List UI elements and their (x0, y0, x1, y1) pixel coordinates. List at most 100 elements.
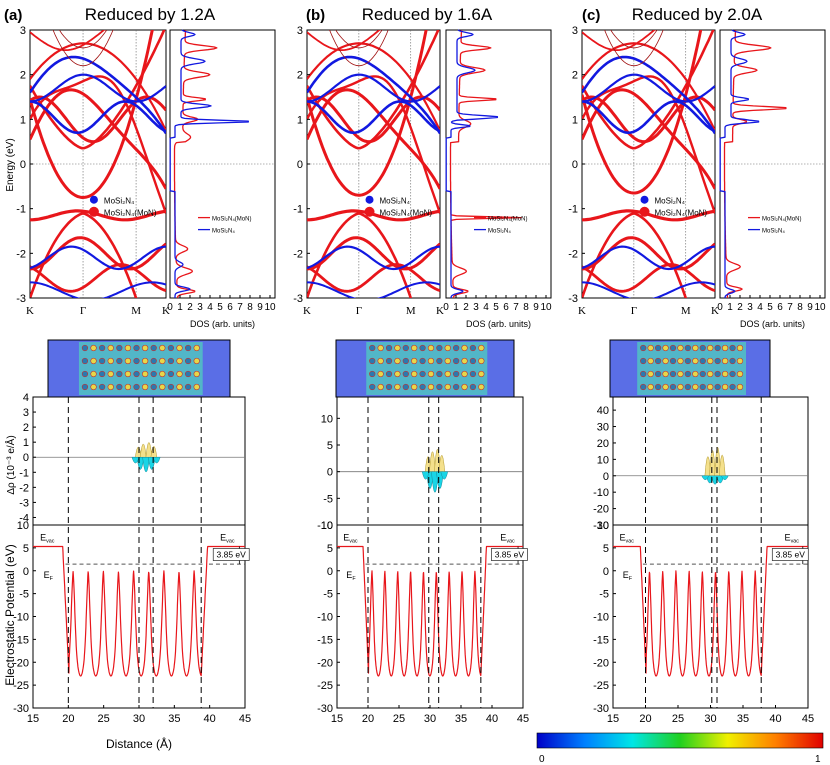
atom-marker (185, 383, 192, 391)
band-line-mon (307, 236, 440, 271)
panel-label: (a) (4, 7, 22, 24)
atom-marker (124, 370, 132, 378)
charge-ytick-label: 0 (603, 471, 609, 483)
atom-marker (677, 383, 684, 391)
band-line-thin (610, 30, 658, 49)
work-function-label: 3.85 eV (217, 550, 247, 560)
charge-ytick-label: -5 (323, 493, 333, 505)
charge-ytick-label: 10 (321, 413, 333, 425)
atom-marker (436, 383, 443, 391)
atom-marker (714, 357, 721, 365)
kpoint-label: K (162, 305, 170, 317)
band-ytick-label: -2 (16, 248, 26, 260)
atom-marker (377, 370, 384, 378)
band-ytick-label: -1 (293, 204, 303, 216)
atom-marker (714, 344, 721, 352)
atom-marker (193, 383, 200, 391)
legend-marker-mosin (640, 195, 649, 204)
potential-xtick-label: 45 (802, 713, 814, 725)
charge-ytick-label: -4 (19, 512, 29, 524)
band-line-mosin (30, 55, 166, 135)
dos-xtick-label: 7 (513, 302, 519, 313)
dos-xtick-label: 9 (807, 302, 813, 313)
potential-xtick-label: 30 (424, 713, 436, 725)
charge-ytick-label: -10 (317, 520, 333, 532)
colorbar (536, 732, 824, 749)
band-ytick-label: 3 (572, 25, 578, 37)
charge-ytick-label: 10 (597, 454, 609, 466)
atom-marker (107, 383, 114, 391)
atom-marker (684, 344, 691, 352)
atom-marker (654, 383, 662, 391)
panel-label: (c) (582, 7, 600, 24)
dos-legend-label-mosin: MoSi₂N₄ (762, 229, 785, 235)
atom-marker (453, 344, 460, 352)
kpoint-label: K (303, 305, 311, 317)
potential-xtick-label: 30 (133, 713, 145, 725)
band-line-mosin (30, 281, 166, 298)
dos-xtick-label: 0 (167, 302, 173, 313)
band-line-mon (582, 42, 715, 132)
band-line-thin (335, 30, 383, 49)
potential-xtick-label: 20 (62, 713, 74, 725)
atom-marker (677, 357, 684, 365)
dos-xtick-label: 7 (787, 302, 793, 313)
atom-marker (478, 344, 485, 352)
atom-marker (662, 344, 669, 352)
atom-marker (133, 344, 140, 352)
band-line-mosin (30, 100, 166, 134)
legend-label-mon: MoSi₂N₄(MoN) (655, 209, 708, 218)
atom-marker (722, 357, 729, 365)
atom-marker (394, 357, 401, 365)
atom-marker (692, 344, 699, 352)
band-line-mon (307, 75, 440, 214)
atom-marker (90, 370, 97, 378)
potential-ytick-label: -5 (19, 589, 29, 601)
band-line-mon (30, 212, 138, 298)
atom-marker (461, 357, 468, 365)
dos-line-mon (723, 30, 787, 298)
potential-ytick-label: 10 (321, 520, 333, 532)
band-ytick-label: 2 (297, 70, 303, 82)
charge-depletion (152, 456, 161, 464)
potential-ytick-label: -15 (317, 634, 333, 646)
band-ytick-label: -3 (293, 293, 303, 305)
atom-marker (478, 370, 485, 378)
charge-ylabel: Δρ (10⁻³ e/Å) (4, 435, 17, 494)
potential-ytick-label: 0 (327, 566, 333, 578)
atom-marker (116, 344, 123, 352)
atom-marker (419, 383, 426, 391)
atom-marker (369, 344, 376, 352)
charge-ytick-label: -30 (593, 520, 609, 532)
kpoint-label: M (681, 305, 691, 317)
panel-label: (b) (306, 7, 325, 24)
atom-marker (124, 344, 132, 352)
band-ytick-label: 1 (297, 114, 303, 126)
atom-marker (185, 357, 192, 365)
atom-marker (133, 370, 140, 378)
potential-xtick-label: 30 (704, 713, 716, 725)
potential-ytick-label: -15 (13, 634, 29, 646)
atom-marker (99, 357, 106, 365)
band-line-mon (582, 236, 715, 271)
atom-marker (90, 383, 97, 391)
potential-xtick-label: 25 (393, 713, 405, 725)
dos-legend-label-mosin: MoSi₂N₄ (212, 229, 235, 235)
atom-marker (377, 344, 384, 352)
atom-marker (669, 357, 677, 365)
atom-marker (411, 344, 418, 352)
potential-ylabel: Electrostatic Potential (eV) (3, 544, 17, 685)
charge-depletion (701, 475, 710, 480)
band-line-mon (582, 30, 715, 150)
potential-xtick-label: 40 (769, 713, 781, 725)
dos-xtick-label: 3 (473, 302, 479, 313)
atom-marker (640, 383, 647, 391)
legend-marker-mosin (365, 195, 374, 204)
potential-xtick-label: 15 (331, 713, 343, 725)
band-ytick-label: -2 (293, 248, 303, 260)
band-line-mosin (30, 245, 166, 271)
potential-ytick-label: 5 (23, 543, 29, 555)
atom-marker (699, 344, 706, 352)
atom-marker (377, 357, 384, 365)
atom-marker (677, 344, 684, 352)
